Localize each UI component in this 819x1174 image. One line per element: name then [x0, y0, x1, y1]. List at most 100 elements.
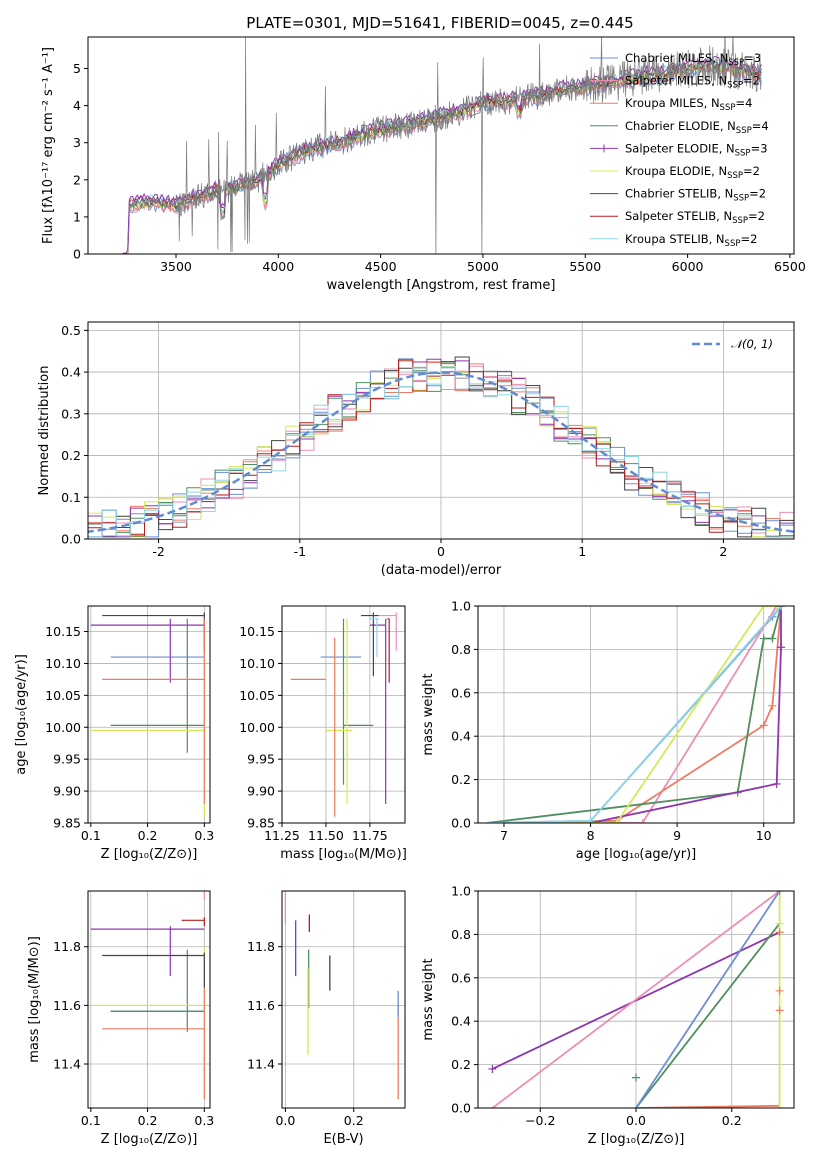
x-axis-label: wavelength [Angstrom, rest frame]	[327, 278, 556, 293]
y-tick-label: 3	[73, 135, 81, 150]
weight-line	[486, 606, 782, 823]
axes-frame	[281, 605, 406, 824]
y-tick-label: 11.8	[247, 939, 275, 954]
legend-label: Kroupa ELODIE, NSSP=2	[625, 164, 760, 181]
panel-spectrum: 3500 4000 4500 5000 5500 6000 6500 0 1 2 3 4 5 wavele…	[41, 36, 806, 293]
plot-area	[290, 612, 397, 817]
legend: 𝒩(0, 1)	[692, 337, 773, 351]
x-axis-label: E(B-V)	[323, 1132, 363, 1147]
weight-line	[486, 606, 782, 823]
y-tick-label: 10.15	[45, 624, 81, 639]
x-tick-label: 0.2	[722, 1113, 742, 1128]
weight-line	[486, 606, 777, 823]
x-tick-label: 11.25	[264, 828, 300, 843]
panel-residuals: -2 -1 0 1 2 0.0 0.1 0.2 0.3 0.4 0.5 (data-model)/er…	[37, 321, 795, 578]
y-axis-label: Normed distribution	[37, 366, 52, 496]
axes-frame	[87, 890, 211, 1109]
y-tick-label: 0.1	[61, 490, 81, 505]
histogram-step	[88, 366, 794, 538]
legend-label: Chabrier ELODIE, NSSP=4	[625, 119, 769, 136]
axes-frame	[87, 36, 795, 255]
weight-marker	[488, 1064, 497, 1073]
plot-area	[90, 612, 205, 817]
legend-label: Kroupa STELIB, NSSP=2	[625, 232, 757, 249]
y-tick-label: 9.90	[247, 784, 275, 799]
x-tick-label: -1	[294, 544, 306, 559]
y-tick-label: 10.15	[239, 624, 275, 639]
y-tick-label: 0.0	[61, 532, 81, 547]
x-tick-label: 4000	[262, 259, 294, 274]
weight-line	[486, 606, 782, 823]
weight-marker	[586, 816, 595, 823]
panel-age_Z: 0.1 0.2 0.3 9.85 9.90 9.95 10.00 10.05 10.10 10.1…	[14, 605, 214, 862]
y-tick-label: 11.4	[53, 1057, 81, 1072]
x-tick-label: 11.75	[352, 828, 388, 843]
x-tick-label: 7	[500, 828, 508, 843]
y-tick-label: 9.85	[53, 816, 81, 831]
y-tick-label: 5	[73, 61, 81, 76]
panel-weights_age: 7 8 9 10 0.0 0.2 0.4 0.6 0.8 1.0 age [log₁₀(age/yr…	[421, 599, 795, 862]
y-tick-label: 11.8	[53, 939, 81, 954]
weight-marker	[772, 606, 781, 610]
legend-label: Chabrier MILES, NSSP=3	[625, 51, 761, 68]
observed-spectrum-line	[128, 37, 762, 254]
y-tick-label: 10.10	[239, 656, 275, 671]
weight-line	[635, 922, 781, 1108]
x-tick-label: 0.2	[344, 1113, 364, 1128]
x-tick-label: 6000	[672, 259, 704, 274]
panel-mass_Z: 0.1 0.2 0.3 11.4 11.6 11.8 Z [log₁₀(Z/Z⊙)] mass…	[27, 890, 214, 1147]
y-tick-label: 11.6	[53, 998, 81, 1013]
x-tick-label: 0.3	[194, 828, 214, 843]
y-axis-label: age [log₁₀(age/yr)]	[14, 654, 29, 775]
x-tick-label: 5500	[569, 259, 601, 274]
y-tick-label: 0.3	[61, 406, 81, 421]
x-tick-label: 0	[437, 544, 445, 559]
legend: Chabrier MILES, NSSP=3 Salpeter MILES, NS…	[590, 51, 769, 249]
weight-marker	[759, 721, 768, 730]
x-tick-label: 0.2	[138, 1113, 158, 1128]
weight-marker	[768, 701, 777, 710]
y-tick-label: 10.00	[239, 720, 275, 735]
x-tick-label: 4500	[365, 259, 397, 274]
x-tick-label: 10	[756, 828, 772, 843]
y-tick-label: 11.6	[247, 998, 275, 1013]
y-tick-label: 4	[73, 98, 81, 113]
y-tick-label: 0.4	[451, 1014, 471, 1029]
y-tick-label: 0.0	[451, 1101, 471, 1116]
x-tick-label: 0.0	[626, 1113, 646, 1128]
y-tick-label: 0.4	[61, 365, 81, 380]
y-tick-label: 9.95	[247, 752, 275, 767]
y-tick-label: 0.2	[61, 448, 81, 463]
y-tick-label: 0.6	[451, 970, 471, 985]
x-tick-label: 2	[719, 544, 727, 559]
legend-label: 𝒩(0, 1)	[731, 337, 773, 351]
y-axis-label: Flux [fλ10⁻¹⁷ erg cm⁻² s⁻¹ A⁻¹]	[41, 47, 56, 244]
plot-area	[488, 891, 784, 1108]
axes-frame	[477, 890, 795, 1109]
y-tick-label: 10.00	[45, 720, 81, 735]
y-tick-label: 0.2	[451, 772, 471, 787]
weight-marker	[775, 1006, 784, 1015]
y-tick-label: 0	[73, 247, 81, 262]
x-tick-label: 5000	[467, 259, 499, 274]
weight-marker	[777, 606, 786, 610]
x-tick-label: 1	[578, 544, 586, 559]
legend-label: Salpeter MILES, NSSP=2	[625, 74, 760, 91]
x-tick-label: 9	[673, 828, 681, 843]
gaussian-curve	[88, 371, 794, 533]
weight-marker	[775, 986, 784, 995]
x-tick-label: 0.1	[81, 1113, 101, 1128]
weight-marker	[638, 819, 647, 823]
y-tick-label: 0.2	[451, 1057, 471, 1072]
weight-line	[486, 606, 782, 823]
x-tick-label: −0.2	[525, 1113, 555, 1128]
legend-label: Chabrier STELIB, NSSP=2	[625, 187, 766, 204]
weight-line	[635, 891, 781, 1108]
y-tick-label: 10.10	[45, 656, 81, 671]
plot-area	[486, 606, 786, 823]
plot-area	[284, 891, 399, 1100]
axes-frame	[87, 605, 211, 824]
weight-marker	[775, 891, 784, 895]
axes-frame	[281, 890, 406, 1109]
x-tick-label: 0.0	[275, 1113, 295, 1128]
